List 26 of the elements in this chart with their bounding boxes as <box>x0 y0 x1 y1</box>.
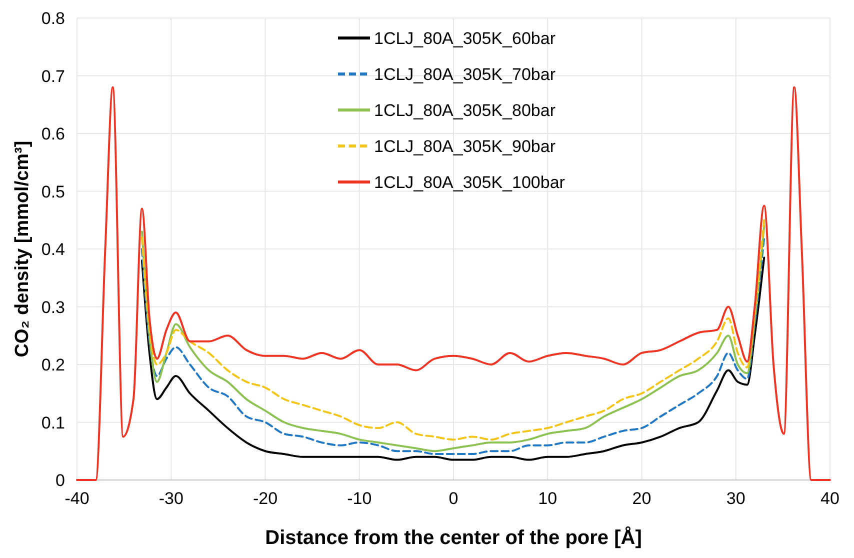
x-tick-label: 30 <box>726 489 746 508</box>
x-tick-label: -40 <box>64 489 90 508</box>
y-tick-label: 0.8 <box>41 9 65 28</box>
y-axis-title: CO₂ density [mmol/cm³] <box>12 140 33 358</box>
y-tick-label: 0.4 <box>41 240 65 259</box>
y-tick-label: 0.1 <box>41 413 65 432</box>
x-tick-label: 0 <box>448 489 458 508</box>
line-series <box>76 86 831 481</box>
x-tick-label: -20 <box>252 489 278 508</box>
x-tick-label: -30 <box>158 489 184 508</box>
y-tick-label: 0.2 <box>41 356 65 374</box>
y-tick-label: 0.6 <box>41 124 65 144</box>
y-tick-label: 0.7 <box>41 66 65 86</box>
x-tick-label: -10 <box>347 489 372 508</box>
x-tick-label: 20 <box>632 489 652 508</box>
y-tick-label: 0.5 <box>41 182 65 202</box>
y-tick-label: 0.3 <box>41 298 65 317</box>
legend-label: 1CLJ_80A_305K_60bar <box>374 29 556 48</box>
legend-label: 1CLJ_80A_305K_80bar <box>374 101 556 120</box>
legend-label: 1CLJ_80A_305K_100bar <box>374 173 566 192</box>
x-tick-label: 40 <box>820 489 840 508</box>
legend-label: 1CLJ_80A_305K_90bar <box>374 137 556 156</box>
x-axis-title: Distance from the center of the pore [Å] <box>265 526 642 549</box>
x-tick-label: 10 <box>538 489 558 508</box>
y-tick-label: 0 <box>56 471 65 490</box>
legend-label: 1CLJ_80A_305K_70bar <box>374 65 556 84</box>
